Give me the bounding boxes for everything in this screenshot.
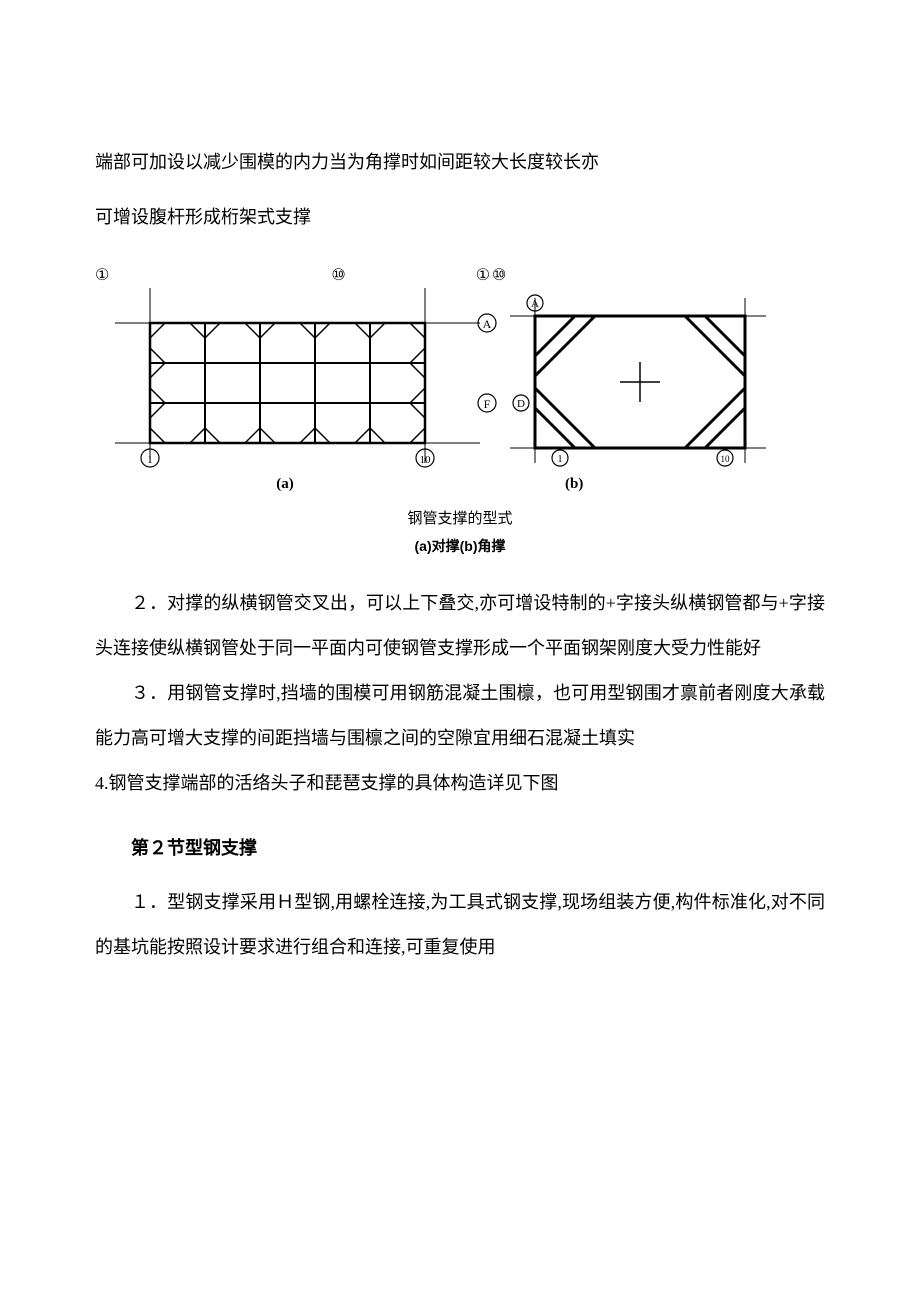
paragraph-2: ２．对撑的纵横钢管交叉出，可以上下叠交,亦可增设特制的+字接头纵横钢管都与+字接… — [95, 581, 825, 671]
diagram-a-group: A F 1 10 (a) — [115, 288, 496, 492]
figure-top-labels: ① ⑩ ① ⑩ — [95, 265, 825, 285]
svg-text:F: F — [484, 397, 491, 411]
svg-text:10: 10 — [420, 454, 432, 466]
label-circle-1-right: ① — [476, 265, 490, 285]
svg-text:D: D — [517, 398, 525, 410]
svg-text:A: A — [483, 317, 492, 331]
svg-text:1: 1 — [147, 454, 153, 466]
paragraph-4: 4.钢管支撑端部的活络头子和琵琶支撑的具体构造详见下图 — [95, 761, 825, 806]
intro-line1: 端部可加设以减少围模的内力当为角撑时如间距较大长度较长亦 — [95, 140, 825, 185]
figure-container: ① ⑩ ① ⑩ — [95, 265, 825, 556]
intro-line2: 可增设腹杆形成桁架式支撑 — [95, 195, 825, 240]
label-circle-10-center: ⑩ — [331, 265, 345, 285]
label-circle-10-right: ⑩ — [492, 265, 506, 285]
label-circle-1-left: ① — [95, 265, 109, 285]
diagram-b-group: A D 1 10 (b) — [510, 295, 766, 492]
svg-text:10: 10 — [721, 454, 731, 464]
section-2-heading: 第２节型钢支撑 — [95, 834, 825, 860]
svg-text:1: 1 — [558, 454, 563, 465]
svg-text:A: A — [531, 298, 539, 310]
paragraph-3: ３．用钢管支撑时,挡墙的围模可用钢筋混凝土围檩，也可用型钢围才禀前者刚度大承载能… — [95, 671, 825, 761]
figure-subcaption: (a)对撑(b)角撑 — [95, 536, 825, 556]
support-diagram-svg: A F 1 10 (a) — [115, 288, 766, 498]
svg-text:(a): (a) — [276, 476, 294, 492]
figure-caption: 钢管支撑的型式 — [95, 507, 825, 528]
section-2-p1: １．型钢支撑采用Ｈ型钢,用螺栓连接,为工具式钢支撑,现场组装方便,构件标准化,对… — [95, 880, 825, 970]
svg-text:(b): (b) — [565, 476, 583, 492]
